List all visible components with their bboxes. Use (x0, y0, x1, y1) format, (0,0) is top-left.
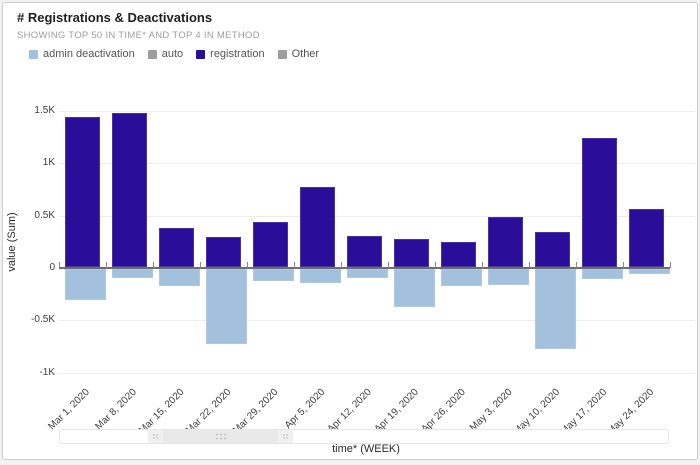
bar-admin-deactivation[interactable] (488, 269, 529, 285)
axis-tick (576, 262, 577, 268)
chart-subtitle: SHOWING TOP 50 IN TIME* AND TOP 4 IN MET… (17, 30, 260, 41)
bar-admin-deactivation[interactable] (65, 269, 106, 301)
bar-registration[interactable] (535, 232, 570, 267)
bar-admin-deactivation[interactable] (582, 269, 623, 280)
x-tick-label: Mar 8, 2020 (93, 386, 140, 433)
legend-swatch (196, 49, 206, 59)
bar-admin-deactivation[interactable] (300, 269, 341, 283)
bar-registration[interactable] (206, 236, 241, 267)
x-axis-line (59, 267, 670, 269)
bar-registration[interactable] (300, 187, 335, 267)
drag-handle-icon (283, 434, 288, 439)
legend-swatch (277, 49, 287, 59)
gridline (59, 372, 695, 374)
x-tick-label: Mar 1, 2020 (46, 386, 93, 433)
chart-card: # Registrations & Deactivations SHOWING … (2, 2, 698, 460)
bar-admin-deactivation[interactable] (394, 269, 435, 307)
axis-tick (623, 262, 624, 268)
x-tick-label: May 3, 2020 (468, 386, 516, 434)
axis-tick (435, 262, 436, 268)
axis-tick (388, 262, 389, 268)
legend-label: Other (291, 48, 320, 60)
bar-admin-deactivation[interactable] (535, 269, 576, 349)
bar-admin-deactivation[interactable] (441, 269, 482, 286)
axis-tick (153, 262, 154, 268)
bar-admin-deactivation[interactable] (629, 269, 670, 275)
bar-registration[interactable] (347, 235, 382, 267)
axis-tick (106, 262, 107, 268)
bar-registration[interactable] (441, 241, 476, 267)
bar-admin-deactivation[interactable] (159, 269, 200, 286)
y-tick-label: 1K (42, 157, 55, 169)
y-tick-label: 1.5K (34, 104, 55, 116)
axis-tick (200, 262, 201, 268)
bar-registration[interactable] (159, 228, 194, 267)
bar-registration[interactable] (394, 238, 429, 267)
x-axis-title: time* (WEEK) (332, 443, 400, 455)
legend-label: auto (161, 48, 184, 60)
bar-registration[interactable] (253, 221, 288, 267)
y-tick-label: -1K (39, 366, 55, 378)
bar-admin-deactivation[interactable] (253, 269, 294, 281)
y-tick-label: 0 (49, 262, 55, 273)
legend-item-auto[interactable]: auto (147, 48, 184, 60)
bar-registration[interactable] (488, 216, 523, 267)
gridline (59, 215, 695, 217)
gridline (59, 110, 695, 112)
legend-label: registration (210, 48, 265, 60)
axis-tick (294, 262, 295, 268)
bar-admin-deactivation[interactable] (112, 269, 153, 279)
bar-registration[interactable] (629, 209, 664, 267)
y-tick-label: 0.5K (34, 209, 55, 221)
axis-tick (59, 262, 60, 268)
axis-tick (482, 262, 483, 268)
legend: admin deactivation auto registration Other (29, 48, 319, 60)
brush-grip-icon (215, 433, 227, 440)
legend-label: admin deactivation (43, 48, 135, 60)
brush-selection[interactable] (148, 430, 293, 443)
chart-title: # Registrations & Deactivations (17, 10, 213, 25)
x-tick-label: Apr 5, 2020 (282, 386, 328, 432)
axis-tick (670, 262, 671, 268)
bar-admin-deactivation[interactable] (347, 269, 388, 279)
axis-tick (247, 262, 248, 268)
gridline (59, 163, 695, 165)
brush-handle-left[interactable] (148, 430, 163, 443)
bar-admin-deactivation[interactable] (206, 269, 247, 345)
legend-item-registration[interactable]: registration (196, 48, 265, 60)
axis-tick (341, 262, 342, 268)
bar-registration[interactable] (582, 138, 617, 267)
legend-item-other[interactable]: Other (277, 48, 320, 60)
plot-area: 1.5K 1K 0.5K 0 -0.5K -1K Mar 1, 2020 Mar 8, 202… (3, 3, 697, 459)
axis-tick (529, 262, 530, 268)
brush-track[interactable] (59, 429, 669, 444)
legend-item-admin-deactivation[interactable]: admin deactivation (29, 48, 135, 60)
drag-handle-icon (153, 434, 158, 439)
legend-swatch (147, 49, 157, 59)
legend-swatch (29, 49, 38, 59)
bar-registration[interactable] (112, 112, 147, 267)
brush-handle-right[interactable] (278, 430, 293, 443)
bar-registration[interactable] (65, 117, 100, 267)
y-tick-label: -0.5K (31, 314, 55, 326)
gridline (59, 320, 695, 322)
